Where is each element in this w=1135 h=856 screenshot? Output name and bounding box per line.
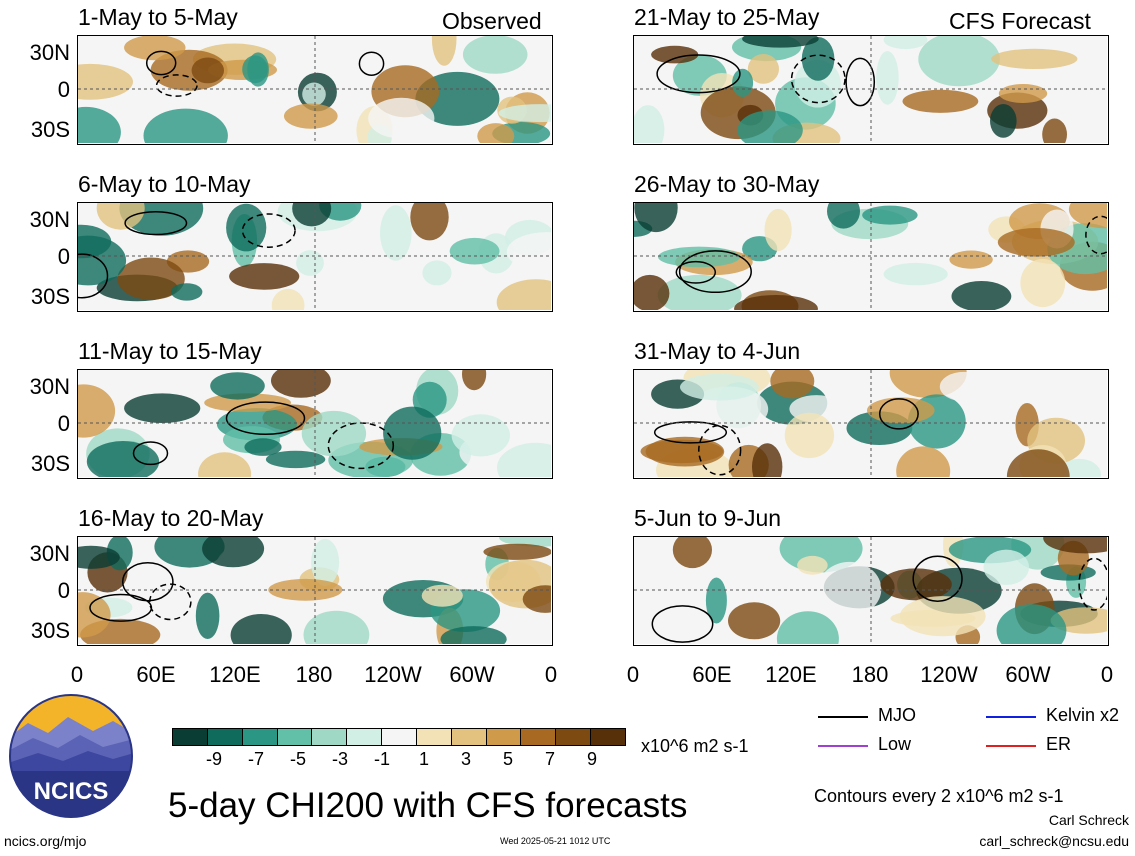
mjo-legend-line (818, 716, 868, 718)
colorbar-segment (416, 729, 452, 745)
observed-map-3 (77, 369, 553, 479)
ncics-logo-text: NCICS (34, 778, 109, 805)
observed-panel-title-2: 6-May to 10-May (78, 171, 251, 197)
lat-label-30s: 30S (30, 117, 70, 142)
colorbar-segment (591, 729, 625, 745)
observed-panel-title-4: 16-May to 20-May (78, 505, 264, 531)
lon-label-120e: 120E (765, 662, 817, 687)
kelvin-legend-line (986, 716, 1036, 718)
colorbar-label: -9 (205, 749, 222, 769)
lon-label-60e: 60E (692, 662, 732, 687)
observed-label: Observed (442, 8, 542, 34)
lat-label-30s: 30S (30, 618, 70, 643)
colorbar-label: 7 (544, 749, 555, 769)
forecast-map-2 (633, 202, 1109, 312)
colorbar-segment (347, 729, 383, 745)
site-link[interactable]: ncics.org/mjo (4, 833, 87, 849)
lon-label-0: 0 (70, 662, 84, 687)
main-title: 5-day CHI200 with CFS forecasts (168, 786, 688, 825)
colorbar-label: -7 (247, 749, 264, 769)
lat-label-0: 0 (57, 578, 70, 603)
lon-label-120w: 120W (364, 662, 422, 687)
lat-label-30s: 30S (30, 284, 70, 309)
lat-label-0: 0 (57, 77, 70, 102)
colorbar-segment (312, 729, 348, 745)
colorbar-label: 9 (586, 749, 597, 769)
contours-note: Contours every 2 x10^6 m2 s-1 (814, 786, 1064, 806)
colorbar-label: 1 (418, 749, 429, 769)
observed-map-2 (77, 202, 553, 312)
lat-label-30n: 30N (29, 40, 70, 65)
observed-panel-title-1: 1-May to 5-May (78, 4, 238, 30)
colorbar-segment (277, 729, 313, 745)
er-legend-label: ER (1046, 734, 1072, 754)
mjo-legend-label: MJO (878, 705, 916, 725)
lon-label-60w: 60W (449, 662, 495, 687)
colorbar-label: -1 (373, 749, 390, 769)
cfs-forecast-label: CFS Forecast (949, 8, 1091, 34)
forecast-map-4 (633, 536, 1109, 646)
lat-label-0: 0 (57, 244, 70, 269)
lon-label-120w: 120W (920, 662, 978, 687)
lon-label-180: 180 (851, 662, 889, 687)
colorbar-segment (486, 729, 522, 745)
colorbar-segment (382, 729, 417, 745)
er-legend-line (986, 745, 1036, 747)
lon-label-60e: 60E (136, 662, 176, 687)
lat-label-0: 0 (57, 411, 70, 436)
colorbar-label: -3 (331, 749, 348, 769)
forecast-panel-title-1: 21-May to 25-May (634, 4, 820, 30)
timestamp: Wed 2025-05-21 1012 UTC (500, 836, 611, 846)
colorbar-segment (207, 729, 243, 745)
forecast-panel-title-2: 26-May to 30-May (634, 171, 820, 197)
forecast-map-1 (633, 35, 1109, 145)
observed-map-1 (77, 35, 553, 145)
colorbar-segment (521, 729, 557, 745)
forecast-panel-title-4: 5-Jun to 9-Jun (634, 505, 782, 531)
colorbar-label: 3 (460, 749, 471, 769)
lon-label-120e: 120E (209, 662, 261, 687)
ncics-logo[interactable]: NCICS (8, 693, 134, 819)
colorbar (172, 728, 626, 746)
observed-panel-title-3: 11-May to 15-May (78, 338, 262, 364)
colorbar-units: x10^6 m2 s-1 (641, 736, 749, 756)
observed-map-4 (77, 536, 553, 646)
author: Carl Schreck (1048, 812, 1129, 828)
lat-label-30n: 30N (29, 541, 70, 566)
colorbar-segment (242, 729, 278, 745)
colorbar-label: 5 (502, 749, 513, 769)
colorbar-label: -5 (289, 749, 306, 769)
email-link[interactable]: carl_schreck@ncsu.edu (979, 833, 1129, 849)
colorbar-segment (556, 729, 592, 745)
lon-label-0-end: 0 (544, 662, 558, 687)
kelvin-legend-label: Kelvin x2 (1046, 705, 1120, 725)
lon-label-180: 180 (295, 662, 333, 687)
colorbar-segment (451, 729, 487, 745)
low-legend-label: Low (878, 734, 912, 754)
lat-label-30n: 30N (29, 207, 70, 232)
lat-label-30s: 30S (30, 451, 70, 476)
colorbar-segment (173, 729, 208, 745)
forecast-map-3 (633, 369, 1109, 479)
low-legend-line (818, 745, 868, 747)
lat-label-30n: 30N (29, 374, 70, 399)
lon-label-0: 0 (626, 662, 640, 687)
lon-label-60w: 60W (1005, 662, 1051, 687)
forecast-panel-title-3: 31-May to 4-Jun (634, 338, 801, 364)
lon-label-0-end: 0 (1100, 662, 1114, 687)
